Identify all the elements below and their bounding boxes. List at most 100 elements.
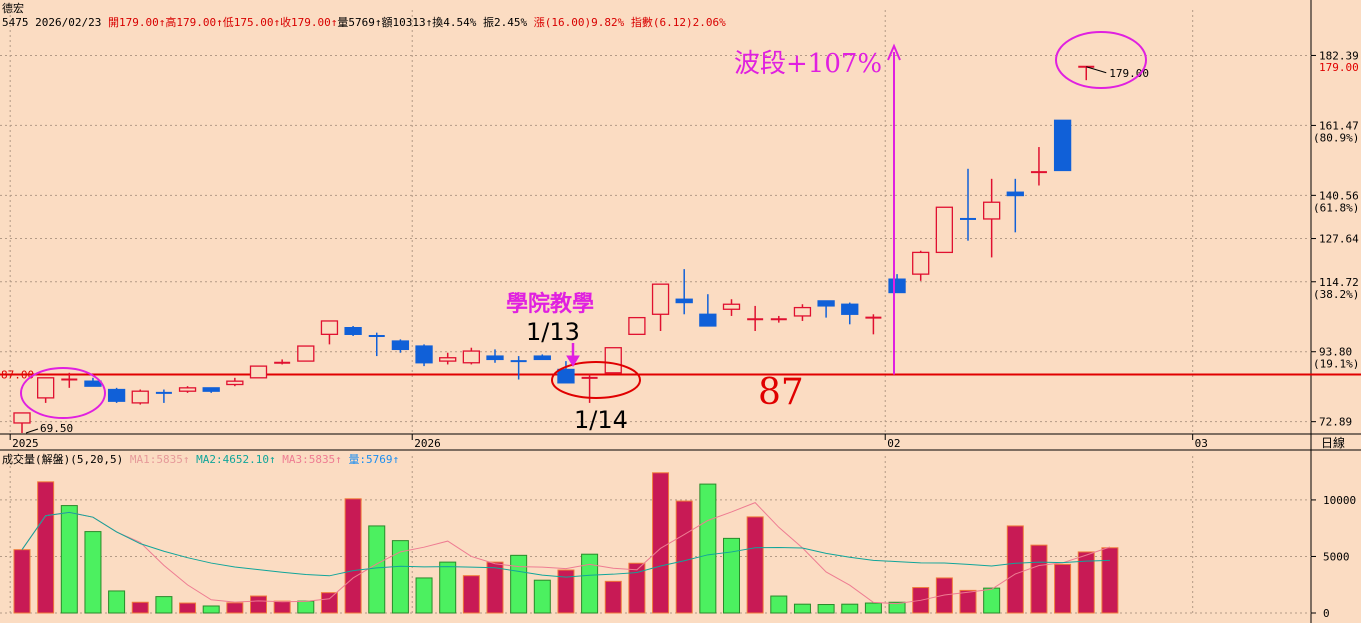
volume-bar: [250, 595, 267, 614]
candle-body: [651, 283, 670, 315]
volume-bar: [131, 601, 149, 614]
candle: [202, 387, 220, 393]
date-tick-label: 2025: [12, 437, 39, 450]
volume-bar: [864, 602, 882, 614]
candle: [226, 377, 244, 387]
quote-close: 收179.00↑: [280, 16, 338, 29]
candle-body: [935, 206, 953, 254]
candle-body: [202, 387, 220, 392]
support-big-label: 87: [758, 372, 804, 413]
volume-bar: [439, 561, 457, 614]
candle-body: [462, 350, 481, 364]
candle: [178, 386, 197, 393]
volume-bar: [1006, 525, 1024, 614]
volume-bar: [486, 561, 504, 614]
price-tick-label: 72.89: [1319, 416, 1352, 429]
volume-bar: [202, 605, 220, 614]
stock-name: 德宏: [2, 2, 24, 15]
candle: [415, 344, 433, 367]
volume-bar: [108, 590, 126, 614]
candle-body: [178, 387, 197, 392]
price-tick-pct: (19.1%): [1313, 358, 1359, 371]
candle-body: [37, 377, 55, 399]
support-axis-label: 87.00: [1, 368, 34, 381]
quote-change: 漲(16.00)9.82%: [533, 16, 625, 29]
volume-bar: [84, 531, 102, 614]
volume-bar: [770, 595, 788, 614]
highlight-ellipse-support: [551, 361, 641, 399]
candle-body: [793, 306, 812, 317]
volume-ma20-line: [21, 511, 1110, 578]
volume-bar: [226, 602, 244, 614]
candle: [960, 168, 976, 241]
quote-turnover: 換4.54%: [432, 16, 477, 29]
candle-body: [817, 300, 835, 307]
candle: [699, 294, 717, 327]
candle: [770, 315, 787, 323]
low-label-leader: [25, 428, 39, 434]
last-price-label: 179.00: [1319, 61, 1359, 74]
price-tick-label: 140.56: [1319, 189, 1359, 202]
quote-bar: 5475 2026/02/23 開179.00↑高179.00↑低175.00↑…: [2, 14, 726, 30]
candle: [935, 206, 953, 254]
volume-bar: [604, 580, 622, 614]
candle: [320, 320, 339, 345]
candle-body: [841, 303, 859, 315]
candle-body: [13, 412, 31, 424]
quote-code: 5475: [2, 16, 29, 29]
candle: [368, 332, 385, 357]
volume-bar: [581, 553, 599, 614]
volume-ma3: MA3:5835↑: [282, 453, 342, 466]
candle-body: [486, 355, 504, 361]
candle-body: [912, 251, 930, 275]
volume-bar: [510, 554, 528, 614]
candle-body: [533, 355, 551, 361]
candle-body: [415, 345, 433, 364]
candle: [888, 274, 906, 294]
volume-bar: [1101, 547, 1119, 614]
volume-bar: [155, 596, 173, 614]
volume-bar: [415, 577, 433, 614]
volume-bar: [983, 587, 1001, 614]
high-label-leader: [1086, 66, 1107, 74]
price-tick-pct: (80.9%): [1313, 131, 1359, 144]
volume-bar: [179, 602, 197, 614]
period-label: 日線: [1321, 435, 1345, 450]
highlight-ellipse-high: [1055, 31, 1147, 89]
candle: [155, 389, 172, 403]
volume-tick-label: 10000: [1323, 494, 1356, 507]
volume-bar: [1054, 563, 1072, 614]
candle: [344, 325, 362, 337]
candle-body: [391, 340, 410, 351]
high-price-label: 179.00: [1109, 67, 1149, 80]
academy-label: 學院教學: [506, 291, 594, 317]
candle-body: [1053, 119, 1072, 172]
candle-body: [297, 345, 315, 362]
candle: [793, 304, 812, 321]
highlight-ellipse-start: [20, 367, 106, 419]
date-label-1-14: 1/14: [574, 406, 628, 434]
volume-bar: [675, 500, 693, 614]
candle: [675, 269, 693, 315]
price-tick-pct: (38.2%): [1313, 288, 1359, 301]
date-tick-label: 03: [1195, 437, 1208, 450]
volume-ma2: MA2:4652.10↑: [196, 453, 276, 466]
volume-bar: [723, 537, 740, 614]
candle: [817, 300, 835, 318]
candle-body: [84, 380, 102, 387]
candle: [722, 299, 741, 316]
candle: [912, 250, 930, 281]
volume-bar: [391, 540, 409, 614]
candle: [841, 302, 859, 325]
candle: [274, 359, 291, 365]
date-tick-label: 2026: [414, 437, 441, 450]
candle-body: [1006, 191, 1024, 197]
volume-bar: [344, 498, 362, 614]
candle-body: [983, 201, 1001, 220]
candle-body: [628, 316, 646, 335]
candle-body: [226, 380, 244, 386]
volume-title: 成交量(解盤)(5,20,5): [2, 453, 124, 466]
volume-bar: [37, 481, 55, 614]
quote-date: 2026/02/23: [35, 16, 102, 29]
